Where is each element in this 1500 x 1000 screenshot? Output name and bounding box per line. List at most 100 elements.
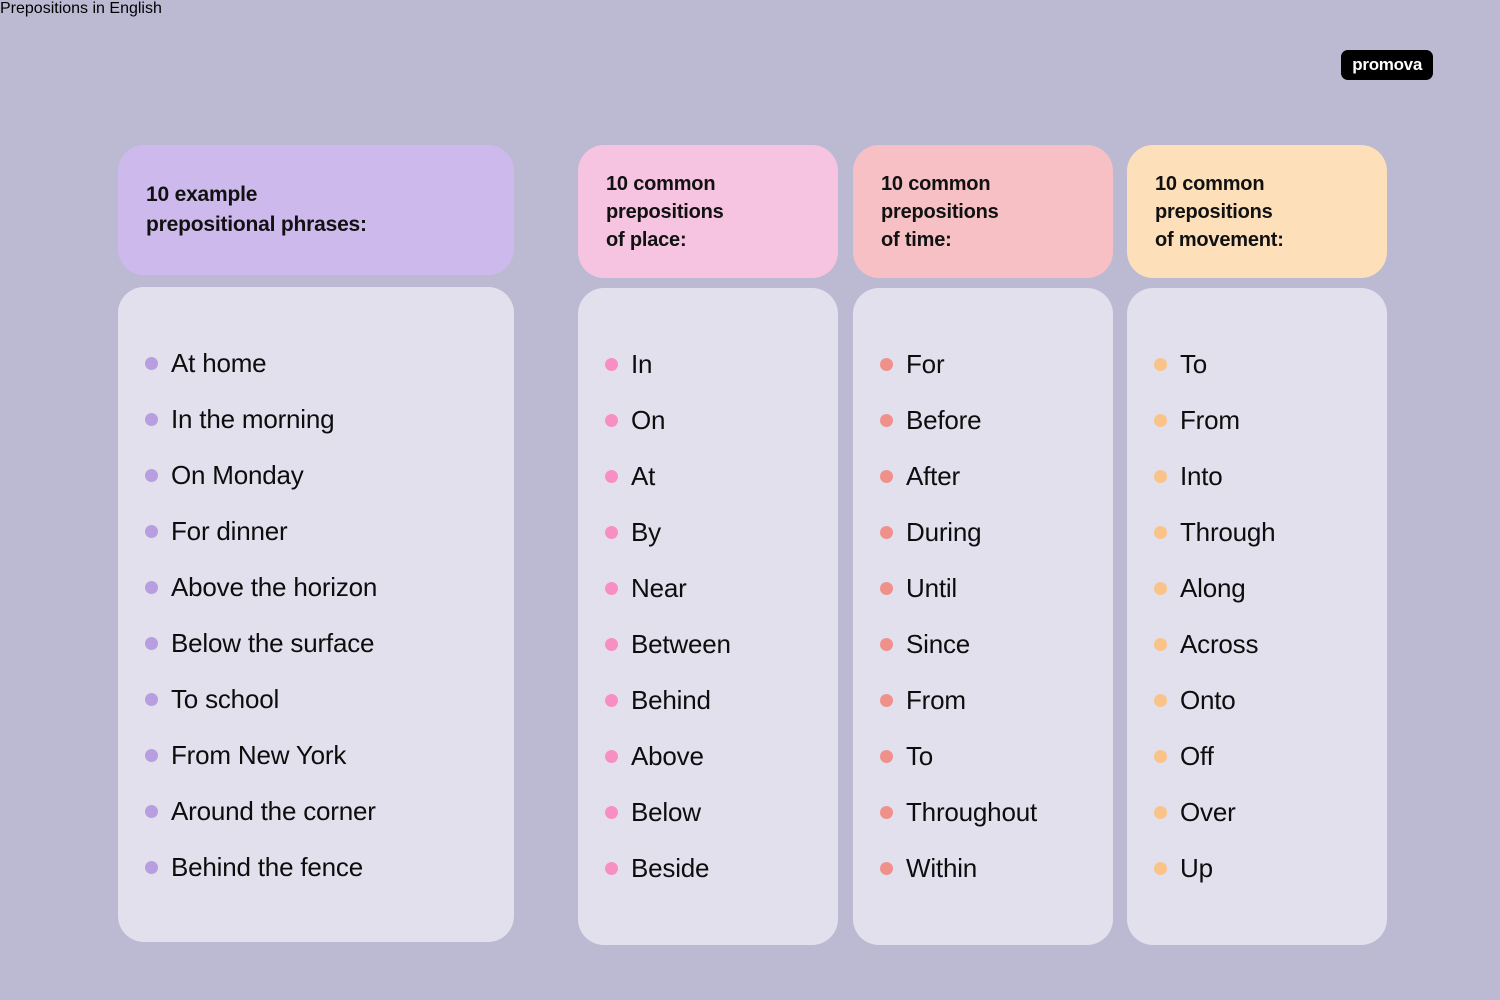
list-item: Into	[1154, 448, 1387, 504]
list-item: For	[880, 336, 1113, 392]
list-item-label: Beside	[631, 853, 710, 883]
list-item: Up	[1154, 840, 1387, 896]
column-header-label: 10 example prepositional phrases:	[146, 183, 367, 236]
list-item-label: Until	[906, 573, 958, 603]
bullet-icon	[880, 413, 893, 427]
list-item-label: Through	[1180, 517, 1276, 547]
column-body-prepositions-of-place: In On At By Near Between Behind Above Be…	[578, 288, 838, 945]
page-header: Prepositions in English promova	[0, 0, 1500, 145]
bullet-icon	[605, 525, 618, 539]
page-title: Prepositions in English	[0, 0, 162, 17]
bullet-icon	[880, 805, 893, 819]
list-item: Onto	[1154, 672, 1387, 728]
bullet-icon	[605, 637, 618, 651]
list-item: Through	[1154, 504, 1387, 560]
list-item-label: Behind the fence	[171, 852, 363, 882]
column-body-example-phrases: At home In the morning On Monday For din…	[118, 287, 514, 942]
list-item-label: Between	[631, 629, 731, 659]
list-item-label: Along	[1180, 573, 1246, 603]
list-item: Before	[880, 392, 1113, 448]
list-item-label: Above the horizon	[171, 572, 378, 602]
list-item-label: Below	[631, 797, 701, 827]
bullet-icon	[145, 748, 158, 762]
list-item-label: Behind	[631, 685, 711, 715]
list-item: Off	[1154, 728, 1387, 784]
bullet-icon	[1154, 525, 1167, 539]
list-item: Between	[605, 616, 838, 672]
list-item: At	[605, 448, 838, 504]
bullet-icon	[1154, 469, 1167, 483]
list-item-label: Over	[1180, 797, 1236, 827]
list-item-label: Off	[1180, 741, 1214, 771]
column-header-label: 10 common prepositions of time:	[881, 172, 999, 251]
column-example-phrases: 10 example prepositional phrases: At hom…	[118, 145, 514, 942]
list-item: From	[1154, 392, 1387, 448]
bullet-icon	[145, 692, 158, 706]
list-item-label: On	[631, 405, 666, 435]
bullet-icon	[880, 581, 893, 595]
bullet-icon	[880, 749, 893, 763]
list-item-label: For	[906, 349, 945, 379]
list-item: To	[1154, 336, 1387, 392]
bullet-icon	[605, 749, 618, 763]
list-item-label: From	[1180, 405, 1240, 435]
bullet-icon	[605, 805, 618, 819]
list-item: Over	[1154, 784, 1387, 840]
list-item-label: In	[631, 349, 653, 379]
list-item: In	[605, 336, 838, 392]
list-item-label: From New York	[171, 740, 347, 770]
column-prepositions-of-place: 10 common prepositions of place: In On A…	[578, 145, 838, 945]
list-item: Until	[880, 560, 1113, 616]
list-item: Within	[880, 840, 1113, 896]
list-item-label: On Monday	[171, 460, 304, 490]
bullet-icon	[880, 469, 893, 483]
list-item: At home	[145, 335, 514, 391]
list-item: After	[880, 448, 1113, 504]
bullet-icon	[1154, 637, 1167, 651]
list-item: During	[880, 504, 1113, 560]
list-item: Above the horizon	[145, 559, 514, 615]
bullet-icon	[1154, 749, 1167, 763]
list-item: From New York	[145, 727, 514, 783]
list-item-label: Into	[1180, 461, 1223, 491]
columns-container: 10 example prepositional phrases: At hom…	[0, 145, 1500, 945]
list-item-label: Around the corner	[171, 796, 376, 826]
list-item-label: Up	[1180, 853, 1213, 883]
column-body-prepositions-of-movement: To From Into Through Along Across Onto O…	[1127, 288, 1387, 945]
bullet-icon	[880, 525, 893, 539]
bullet-icon	[145, 468, 158, 482]
list-item: By	[605, 504, 838, 560]
list-item-label: Since	[906, 629, 971, 659]
column-header-example-phrases: 10 example prepositional phrases:	[118, 145, 514, 275]
list-item: Behind	[605, 672, 838, 728]
list-item: To school	[145, 671, 514, 727]
column-header-label: 10 common prepositions of movement:	[1155, 172, 1284, 251]
bullet-icon	[1154, 861, 1167, 875]
bullet-icon	[145, 860, 158, 874]
column-prepositions-of-movement: 10 common prepositions of movement: To F…	[1127, 145, 1387, 945]
list-item-label: To school	[171, 684, 280, 714]
bullet-icon	[880, 861, 893, 875]
promova-logo: promova	[1341, 50, 1433, 80]
list-item: Beside	[605, 840, 838, 896]
list-item: To	[880, 728, 1113, 784]
bullet-icon	[1154, 805, 1167, 819]
column-prepositions-of-time: 10 common prepositions of time: For Befo…	[853, 145, 1113, 945]
list-item: Throughout	[880, 784, 1113, 840]
list-item: Since	[880, 616, 1113, 672]
bullet-icon	[880, 693, 893, 707]
column-header-prepositions-of-place: 10 common prepositions of place:	[578, 145, 838, 278]
list-item-label: At	[631, 461, 656, 491]
column-header-prepositions-of-time: 10 common prepositions of time:	[853, 145, 1113, 278]
promova-logo-text: promova	[1352, 55, 1422, 74]
column-header-label: 10 common prepositions of place:	[606, 172, 724, 251]
list-item-label: After	[906, 461, 960, 491]
list-item-label: To	[906, 741, 934, 771]
list-item-label: Before	[906, 405, 982, 435]
bullet-icon	[880, 357, 893, 371]
list-item-label: At home	[171, 348, 267, 378]
list-item-label: Above	[631, 741, 704, 771]
bullet-icon	[605, 357, 618, 371]
list-item: Above	[605, 728, 838, 784]
bullet-icon	[605, 413, 618, 427]
